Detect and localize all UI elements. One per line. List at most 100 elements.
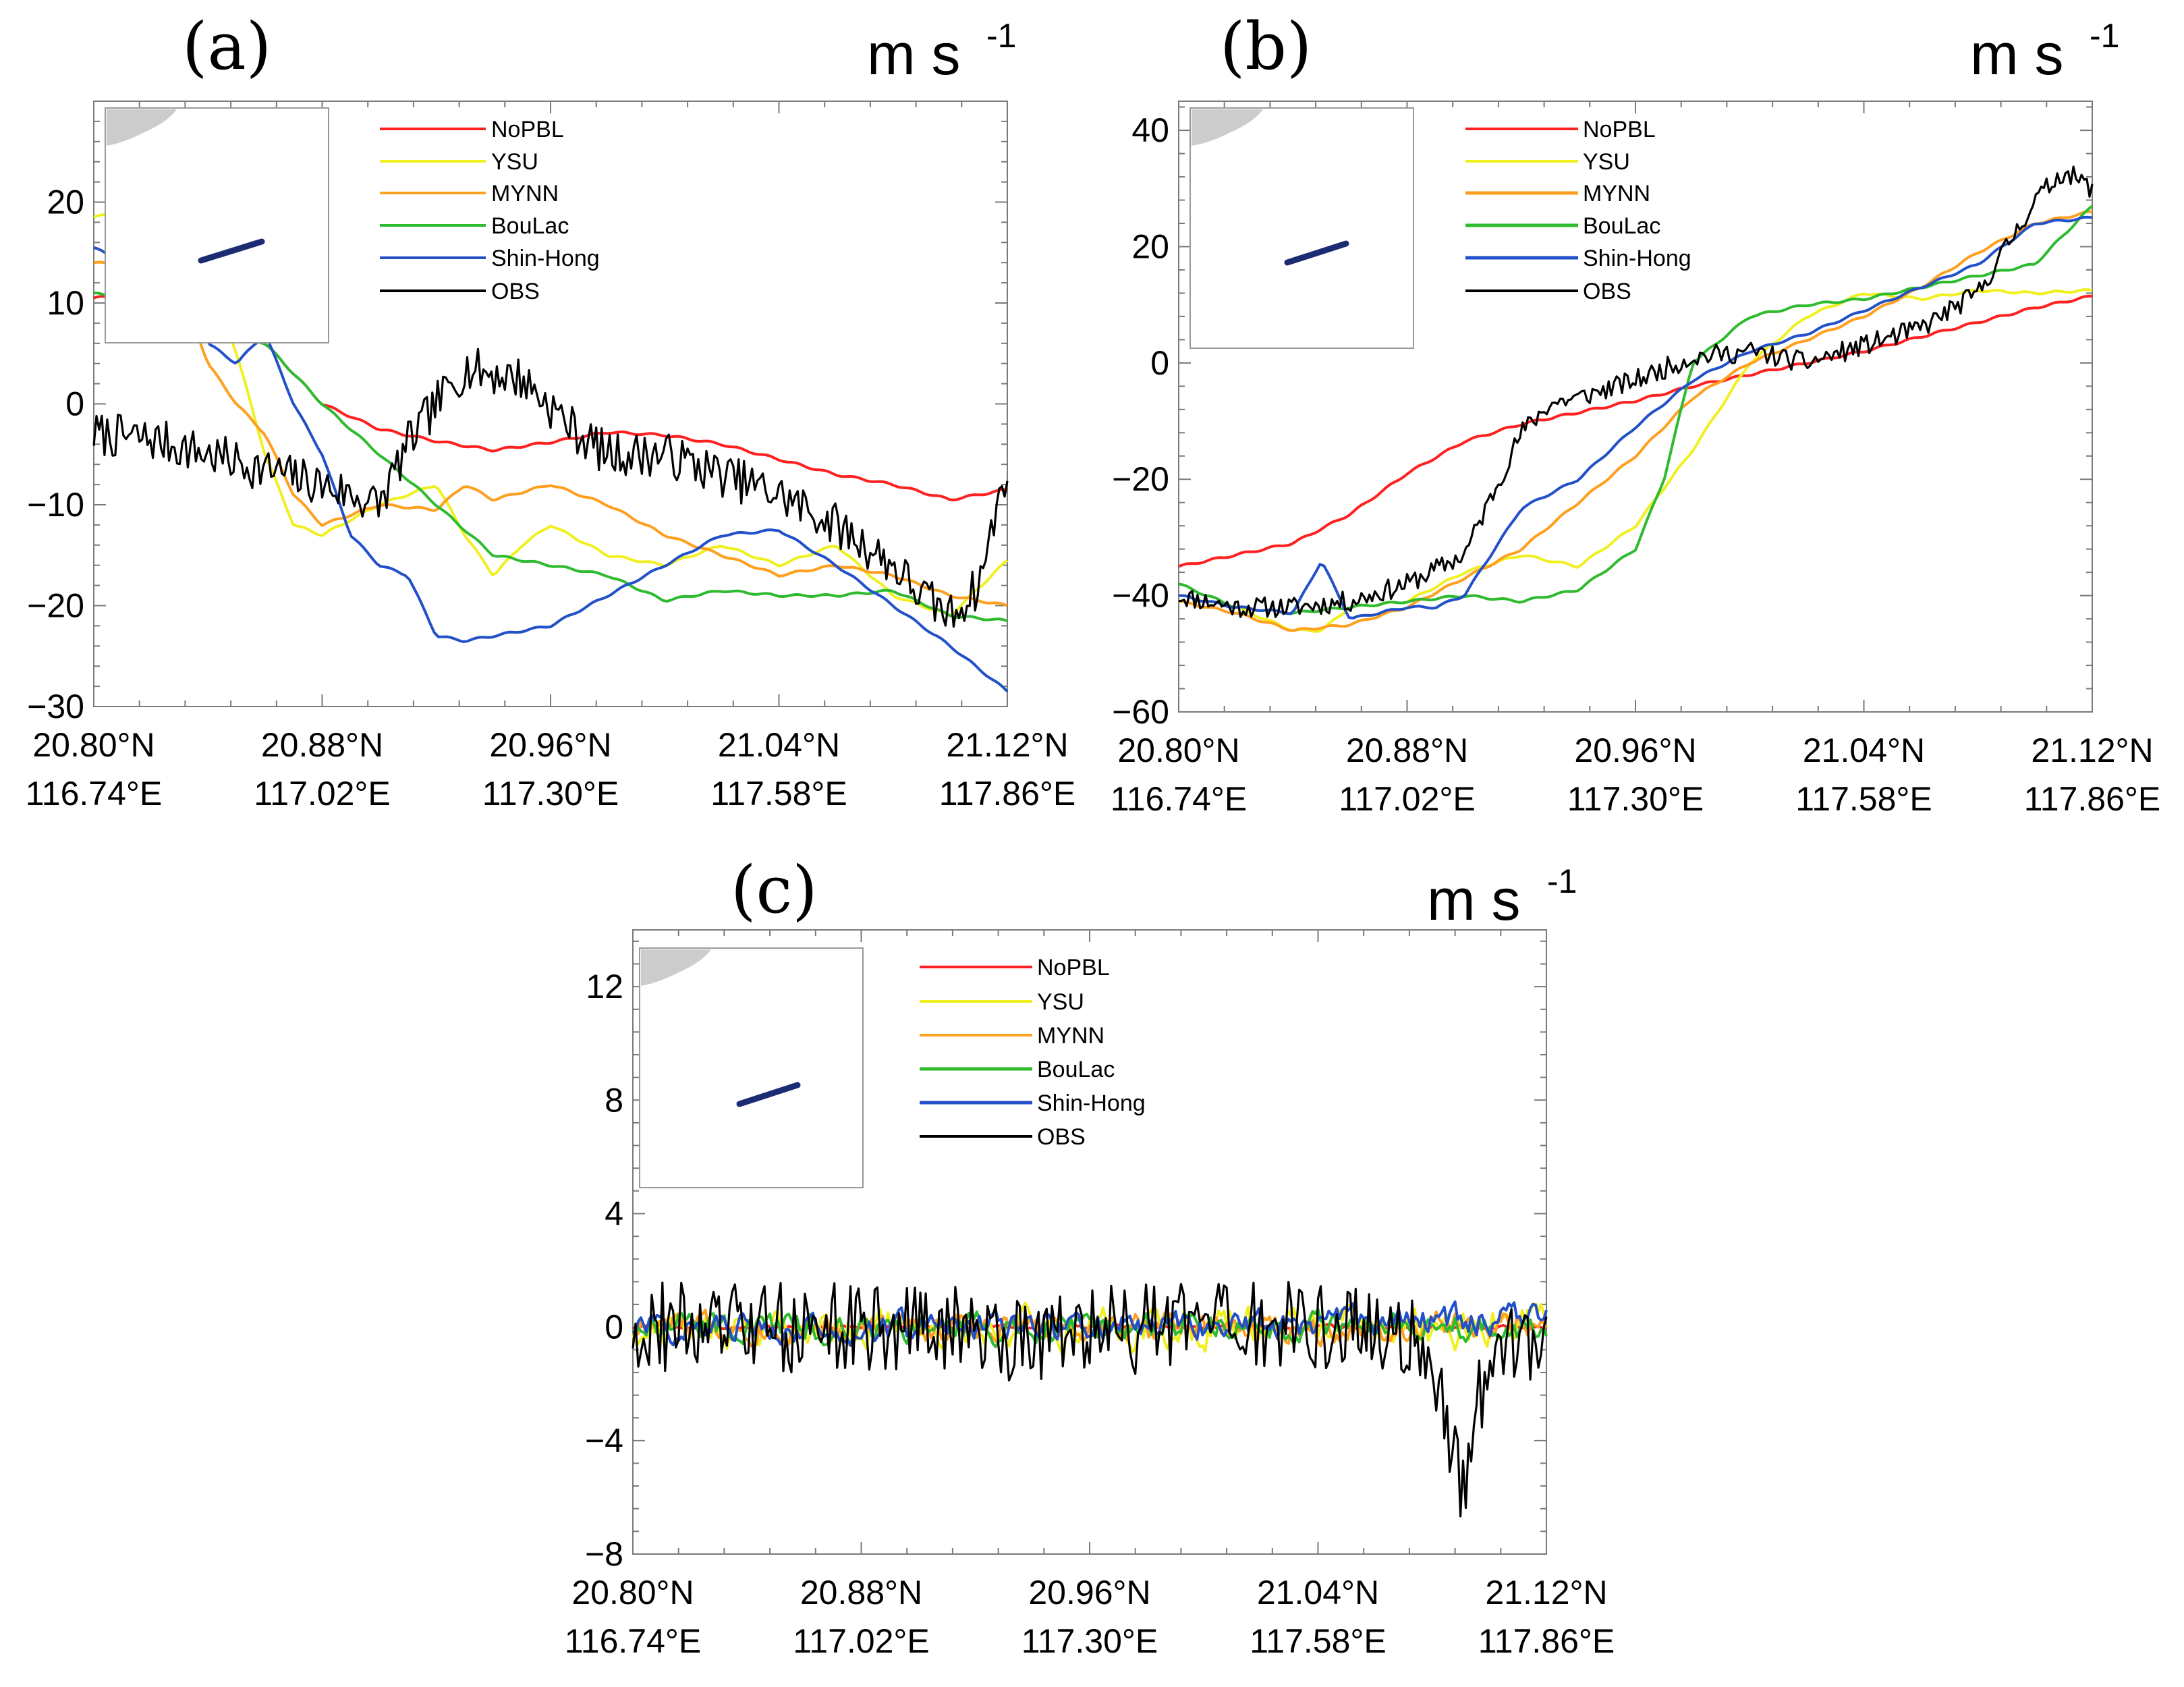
panel-b-unit: m s: [1970, 22, 2064, 87]
x-tick-label-lon: 117.58°E: [710, 775, 847, 812]
x-tick-label-lon: 117.02°E: [1339, 780, 1476, 818]
x-tick-label-lat: 21.04°N: [718, 726, 840, 764]
y-tick-label: −8: [585, 1535, 623, 1573]
panel-c-label: (c): [731, 852, 818, 928]
panel-b-inset-map: [1189, 107, 1414, 349]
x-tick-label-lat: 20.96°N: [1028, 1574, 1150, 1611]
panel-b-legend-label-mynn: MYNN: [1583, 181, 1650, 206]
panel-a: (a) m s -1 −30 −20 −10 0 10 20 20.80°N 116.74°E…: [26, 9, 1076, 812]
series-line-obs: [92, 348, 1009, 628]
y-tick-label: 40: [1131, 111, 1169, 149]
y-tick-label: 20: [47, 184, 84, 221]
panel-c-inset-map: [639, 947, 864, 1188]
panel-c-legend-label-ysu: YSU: [1037, 989, 1084, 1015]
panel-a-legend-label-mynn: MYNN: [491, 181, 559, 206]
y-tick-label: −4: [585, 1422, 623, 1460]
panel-a-label: (a): [182, 9, 271, 84]
panel-b: (b) m s -1 −60 −40 −20 0 20 40 20.80°N 116.74°E…: [1111, 9, 2161, 818]
x-tick-label-lat: 21.12°N: [2031, 731, 2153, 769]
x-tick-label-lon: 116.74°E: [1111, 780, 1248, 818]
panel-b-unit-exp: -1: [2090, 17, 2119, 55]
x-tick-label-lat: 21.12°N: [1485, 1574, 1607, 1611]
panel-a-inset-frame: [105, 107, 329, 343]
panel-b-ticks: −60 −40 −20 0 20 40 20.80°N 116.74°E 20.88°N 117.…: [1111, 101, 2161, 818]
panel-c: (c) m s -1 −8 −4 0 4 8 12 20.80°N 116.74°E 20.88…: [565, 852, 1615, 1660]
y-tick-label: −10: [27, 486, 84, 524]
panel-b-inset-transect: [1284, 240, 1349, 266]
series-line-mynn: [1179, 210, 2093, 632]
x-tick-label-lat: 20.88°N: [1346, 731, 1468, 769]
panel-c-inset-land: [641, 949, 711, 986]
x-tick-label-lon: 117.58°E: [1795, 780, 1932, 818]
panel-b-legend-label-obs: OBS: [1583, 279, 1631, 304]
x-tick-label-lat: 20.80°N: [571, 1574, 694, 1611]
panel-b-legend-label-shinhong: Shin-Hong: [1583, 246, 1691, 271]
y-tick-label: 0: [1150, 344, 1169, 382]
series-line-ysu: [1179, 288, 2093, 633]
panel-c-ticks: −8 −4 0 4 8 12 20.80°N 116.74°E 20.88°N 117.02°E 2…: [565, 930, 1615, 1660]
y-tick-label: 10: [47, 284, 84, 322]
y-tick-label: 0: [605, 1308, 623, 1346]
panel-b-legend-label-nopbl: NoPBL: [1583, 117, 1656, 142]
panel-c-inset-transect: [736, 1082, 801, 1107]
y-tick-label: −40: [1112, 577, 1169, 615]
x-tick-label-lat: 20.80°N: [1117, 731, 1239, 769]
y-tick-label: 8: [605, 1081, 623, 1119]
panel-c-unit-exp: -1: [1547, 862, 1577, 900]
panel-a-legend: NoPBL YSU MYNN BouLac Shin-Hong OBS: [380, 117, 600, 304]
panel-a-inset-map: [105, 107, 329, 343]
panel-c-lines: [632, 1281, 1548, 1518]
y-tick-label: −20: [1112, 460, 1169, 498]
panel-b-legend: NoPBL YSU MYNN BouLac Shin-Hong OBS: [1465, 117, 1691, 304]
series-line-mynn: [93, 260, 1008, 607]
panel-a-unit: m s: [867, 22, 961, 87]
x-tick-label-lon: 117.86°E: [2024, 780, 2161, 818]
panel-b-lines: [1178, 165, 2094, 633]
x-tick-label-lon: 117.02°E: [793, 1622, 930, 1660]
x-tick-label-lon: 117.30°E: [482, 775, 619, 812]
panel-c-legend: NoPBL YSU MYNN BouLac Shin-Hong OBS: [920, 955, 1146, 1150]
x-tick-label-lon: 117.86°E: [1478, 1622, 1615, 1660]
panel-a-legend-label-nopbl: NoPBL: [491, 117, 564, 142]
panel-c-legend-label-boulac: BouLac: [1037, 1057, 1115, 1082]
panel-a-legend-label-boulac: BouLac: [491, 213, 569, 239]
y-tick-label: −20: [27, 587, 84, 625]
y-tick-label: 4: [605, 1194, 623, 1232]
panel-c-unit: m s: [1427, 868, 1521, 933]
x-tick-label-lat: 21.12°N: [946, 726, 1068, 764]
series-line-shinhong: [93, 246, 1009, 693]
panel-a-legend-label-ysu: YSU: [491, 149, 538, 175]
panel-c-legend-label-nopbl: NoPBL: [1037, 955, 1110, 980]
panel-b-inset-land: [1192, 109, 1263, 146]
x-tick-label-lat: 20.88°N: [800, 1574, 922, 1611]
y-tick-label: 12: [586, 968, 623, 1005]
y-tick-label: 20: [1131, 227, 1169, 265]
panel-b-inset-frame: [1189, 107, 1414, 349]
x-tick-label-lat: 21.04°N: [1803, 731, 1925, 769]
x-tick-label-lon: 116.74°E: [26, 775, 163, 812]
y-tick-label: −60: [1112, 693, 1169, 731]
x-tick-label-lon: 117.58°E: [1250, 1622, 1387, 1660]
x-tick-label-lat: 20.96°N: [1574, 731, 1696, 769]
y-tick-label: 0: [65, 385, 84, 423]
x-tick-label-lat: 20.96°N: [489, 726, 611, 764]
panel-a-inset-transect: [198, 238, 265, 264]
y-tick-label: −30: [27, 688, 84, 725]
x-tick-label-lon: 117.30°E: [1567, 780, 1704, 818]
series-line-ysu: [93, 211, 1009, 617]
panel-a-legend-label-shinhong: Shin-Hong: [491, 246, 600, 271]
series-line-nopbl: [1178, 294, 2093, 568]
x-tick-label-lon: 117.86°E: [939, 775, 1076, 812]
panel-c-inset-frame: [639, 947, 864, 1188]
series-line-obs: [632, 1281, 1548, 1518]
panel-c-legend-label-mynn: MYNN: [1037, 1023, 1104, 1049]
panel-a-unit-exp: -1: [986, 17, 1016, 55]
series-line-shinhong: [1179, 215, 2093, 619]
panel-a-legend-label-obs: OBS: [491, 279, 540, 304]
panel-c-legend-label-obs: OBS: [1037, 1124, 1086, 1150]
x-tick-label-lon: 116.74°E: [565, 1622, 702, 1660]
panel-b-label: (b): [1220, 9, 1312, 84]
x-tick-label-lat: 20.80°N: [32, 726, 155, 764]
panel-a-inset-land: [107, 109, 177, 146]
